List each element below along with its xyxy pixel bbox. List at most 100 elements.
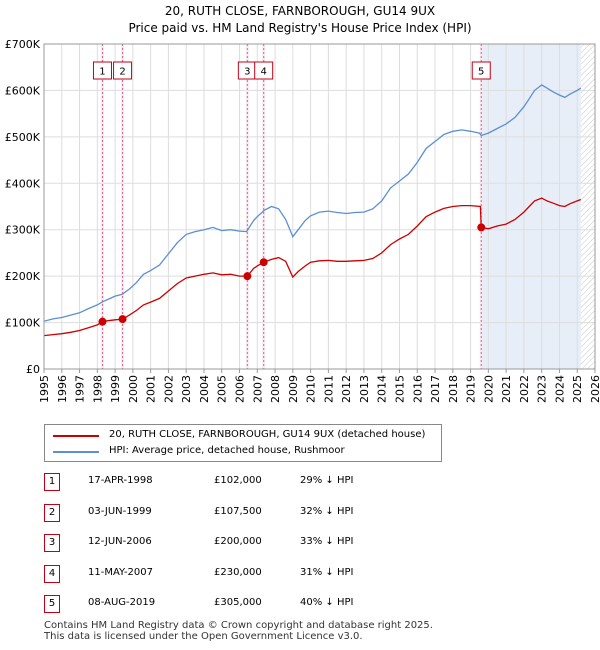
y-tick-label: £100K bbox=[5, 317, 41, 330]
x-tick-label: 2025 bbox=[571, 375, 584, 403]
hpi-line bbox=[43, 84, 582, 322]
footer-copyright: Contains HM Land Registry data © Crown c… bbox=[44, 620, 433, 631]
x-tick-label: 2011 bbox=[322, 375, 335, 403]
sale-number-label: 5 bbox=[478, 67, 484, 78]
sale-date: 03-JUN-1999 bbox=[88, 505, 152, 517]
legend-swatch-property bbox=[53, 435, 99, 437]
sale-date: 08-AUG-2019 bbox=[88, 597, 156, 608]
x-tick-label: 2017 bbox=[429, 375, 442, 403]
sale-number-box bbox=[92, 61, 112, 80]
projection-hatched-region bbox=[580, 44, 595, 369]
sale-number-label: 3 bbox=[244, 67, 250, 78]
sale-number-box bbox=[471, 61, 491, 80]
sale-band bbox=[121, 44, 125, 369]
sale-hpi-delta: 33% ↓ HPI bbox=[300, 536, 354, 547]
sale-row: 2 03-JUN-1999 £107,500 32% ↓ HPI bbox=[44, 501, 584, 532]
legend-label-hpi: HPI: Average price, detached house, Rush… bbox=[109, 445, 345, 456]
x-tick-label: 2000 bbox=[127, 375, 140, 403]
x-tick-label: 2015 bbox=[393, 375, 406, 403]
sale-hpi-delta: 40% ↓ HPI bbox=[300, 597, 354, 608]
sale-row: 4 11-MAY-2007 £230,000 31% ↓ HPI bbox=[44, 562, 584, 593]
sale-price: £200,000 bbox=[214, 536, 262, 547]
y-tick-label: £700K bbox=[5, 38, 41, 51]
sale-date: 17-APR-1998 bbox=[88, 475, 153, 486]
sale-price: £107,500 bbox=[214, 505, 262, 517]
sale-number-label: 4 bbox=[261, 67, 267, 78]
sale-number-badge: 3 bbox=[44, 534, 60, 552]
sale-hpi-delta: 29% ↓ HPI bbox=[300, 475, 354, 486]
x-tick-label: 2004 bbox=[198, 375, 211, 403]
x-tick-label: 2018 bbox=[447, 375, 460, 403]
sale-number-box bbox=[254, 61, 274, 80]
sale-point-marker bbox=[259, 258, 268, 267]
y-tick-label: £500K bbox=[5, 131, 41, 144]
chart-title-line2: Price paid vs. HM Land Registry's House … bbox=[128, 21, 472, 35]
x-tick-label: 2023 bbox=[536, 375, 549, 403]
property-price-line bbox=[43, 197, 582, 337]
x-tick-label: 2013 bbox=[358, 375, 371, 403]
x-tick-label: 2014 bbox=[376, 375, 389, 403]
plot-frame bbox=[43, 43, 596, 370]
legend-swatch-hpi bbox=[53, 451, 99, 453]
x-tick-label: 2005 bbox=[216, 375, 229, 403]
sale-number-label: 1 bbox=[99, 67, 105, 78]
sale-point-marker bbox=[118, 315, 127, 324]
y-tick-label: £0 bbox=[26, 363, 40, 376]
sale-number-label: 2 bbox=[119, 67, 125, 78]
x-tick-label: 1996 bbox=[56, 375, 69, 403]
footer: Contains HM Land Registry data © Crown c… bbox=[44, 620, 433, 642]
x-tick-label: 2008 bbox=[269, 375, 282, 403]
sale-number-badge: 4 bbox=[44, 564, 60, 583]
sale-point-marker bbox=[477, 223, 486, 232]
y-tick-label: £400K bbox=[5, 177, 41, 190]
sale-hpi-delta: 31% ↓ HPI bbox=[300, 566, 354, 578]
y-tick-label: £300K bbox=[5, 224, 41, 237]
y-tick-label: £200K bbox=[5, 270, 41, 283]
x-tick-label: 2021 bbox=[500, 375, 513, 403]
sale-number-badge: 5 bbox=[44, 595, 60, 613]
sale-hpi-delta: 32% ↓ HPI bbox=[300, 505, 354, 517]
x-tick-label: 1997 bbox=[74, 375, 87, 403]
x-tick-label: 2012 bbox=[340, 375, 353, 403]
x-tick-label: 1999 bbox=[109, 375, 122, 403]
sale-band bbox=[479, 44, 483, 369]
sale-date: 11-MAY-2007 bbox=[88, 566, 154, 578]
x-tick-label: 2019 bbox=[465, 375, 478, 403]
x-tick-label: 2022 bbox=[518, 375, 531, 403]
y-tick-label: £600K bbox=[5, 84, 41, 97]
footer-licence: This data is licensed under the Open Gov… bbox=[44, 631, 363, 642]
sale-point-marker bbox=[98, 317, 107, 326]
x-tick-label: 2020 bbox=[482, 375, 495, 403]
sale-price: £230,000 bbox=[214, 566, 262, 578]
sales-table: 1 17-APR-1998 £102,000 29% ↓ HPI 2 03-JU… bbox=[44, 470, 584, 623]
x-tick-label: 2006 bbox=[234, 375, 247, 403]
chart-title-line1: 20, RUTH CLOSE, FARNBOROUGH, GU14 9UX bbox=[164, 4, 436, 18]
x-tick-label: 2016 bbox=[411, 375, 424, 403]
sale-point-marker bbox=[243, 272, 252, 281]
sale-number-box bbox=[113, 61, 133, 80]
sale-price: £305,000 bbox=[214, 597, 262, 608]
legend-label-property: 20, RUTH CLOSE, FARNBOROUGH, GU14 9UX (d… bbox=[109, 429, 426, 440]
sale-number-badge: 1 bbox=[44, 473, 60, 491]
sale-band bbox=[245, 44, 249, 369]
x-tick-label: 2007 bbox=[251, 375, 264, 403]
sale-band bbox=[262, 44, 266, 369]
sale-row: 5 08-AUG-2019 £305,000 40% ↓ HPI bbox=[44, 592, 584, 623]
sale-number-badge: 2 bbox=[44, 503, 60, 522]
x-tick-label: 2002 bbox=[162, 375, 175, 403]
sale-row: 3 12-JUN-2006 £200,000 33% ↓ HPI bbox=[44, 531, 584, 562]
sale-band bbox=[100, 44, 104, 369]
x-tick-label: 2010 bbox=[305, 375, 318, 403]
x-tick-label: 1998 bbox=[91, 375, 104, 403]
x-tick-label: 2009 bbox=[287, 375, 300, 403]
sale-row: 1 17-APR-1998 £102,000 29% ↓ HPI bbox=[44, 470, 584, 501]
x-tick-label: 2024 bbox=[553, 375, 566, 403]
legend: 20, RUTH CLOSE, FARNBOROUGH, GU14 9UX (d… bbox=[44, 424, 442, 462]
sale-price: £102,000 bbox=[214, 475, 262, 486]
x-tick-label: 1995 bbox=[38, 375, 51, 403]
x-tick-label: 2003 bbox=[180, 375, 193, 403]
x-tick-label: 2026 bbox=[589, 375, 600, 403]
sale-date: 12-JUN-2006 bbox=[88, 536, 152, 547]
x-tick-label: 2001 bbox=[145, 375, 158, 403]
